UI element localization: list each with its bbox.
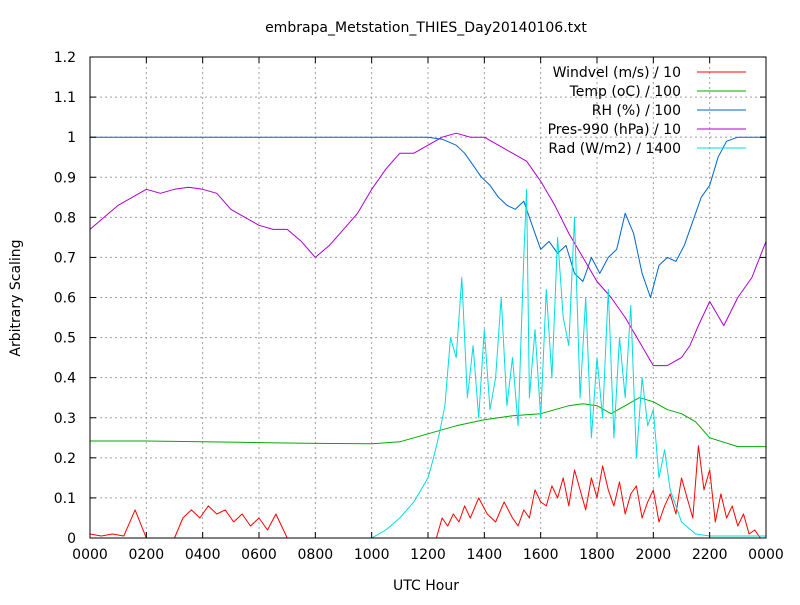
legend-label-rad: Rad (W/m2) / 1400 (548, 141, 681, 157)
x-tick-label: 0200 (129, 547, 165, 563)
x-tick-label: 0800 (298, 547, 334, 563)
legend-label-temp: Temp (oC) / 100 (569, 84, 681, 100)
x-tick-label: 1800 (579, 547, 615, 563)
y-tick-label: 0.8 (54, 210, 76, 226)
y-tick-label: 1 (67, 130, 76, 146)
y-tick-label: 0.4 (54, 371, 76, 387)
y-tick-label: 0.9 (54, 170, 76, 186)
series-line-rh (90, 136, 766, 298)
x-tick-label: 2200 (692, 547, 728, 563)
y-tick-label: 1.2 (54, 50, 76, 66)
y-tick-label: 0.5 (54, 331, 76, 347)
y-tick-label: 0.6 (54, 291, 76, 307)
y-axis-label: Arbitrary Scaling (8, 239, 24, 356)
legend-label-pres-990: Pres-990 (hPa) / 10 (548, 122, 681, 138)
series-line-windvel (89, 445, 766, 539)
x-tick-label: 1000 (354, 547, 390, 563)
x-tick-label: 0600 (241, 547, 277, 563)
y-tick-label: 0.1 (54, 491, 76, 507)
y-tick-label: 0.7 (54, 250, 76, 266)
x-tick-label: 2000 (636, 547, 672, 563)
axis-ticks: 0 0.1 0.2 0.3 0.4 0.5 0.6 0.7 0.8 0.9 1 1.1 1.2 0000 0… (54, 50, 784, 563)
series-group (89, 132, 767, 539)
x-tick-label: 1400 (467, 547, 503, 563)
x-tick-label: 1600 (523, 547, 559, 563)
x-tick-label: 0000 (748, 547, 784, 563)
y-tick-label: 0.3 (54, 411, 76, 427)
chart-title: embrapa_Metstation_THIES_Day20140106.txt (265, 20, 587, 36)
legend-label-rh: RH (%) / 100 (592, 103, 681, 119)
x-tick-label: 0000 (72, 547, 108, 563)
series-line-temp (90, 397, 766, 448)
x-tick-label: 1200 (410, 547, 446, 563)
series-line-pres-990 (89, 132, 767, 367)
series-line-rad (90, 188, 766, 539)
y-tick-label: 0.2 (54, 451, 76, 467)
x-tick-label: 0400 (185, 547, 221, 563)
x-axis-label: UTC Hour (393, 578, 459, 594)
legend: Windvel (m/s) / 10 Temp (oC) / 100 RH (%) … (548, 65, 746, 157)
y-tick-label: 0 (67, 531, 76, 547)
legend-label-windvel: Windvel (m/s) / 10 (553, 65, 681, 81)
y-tick-label: 1.1 (54, 90, 76, 106)
